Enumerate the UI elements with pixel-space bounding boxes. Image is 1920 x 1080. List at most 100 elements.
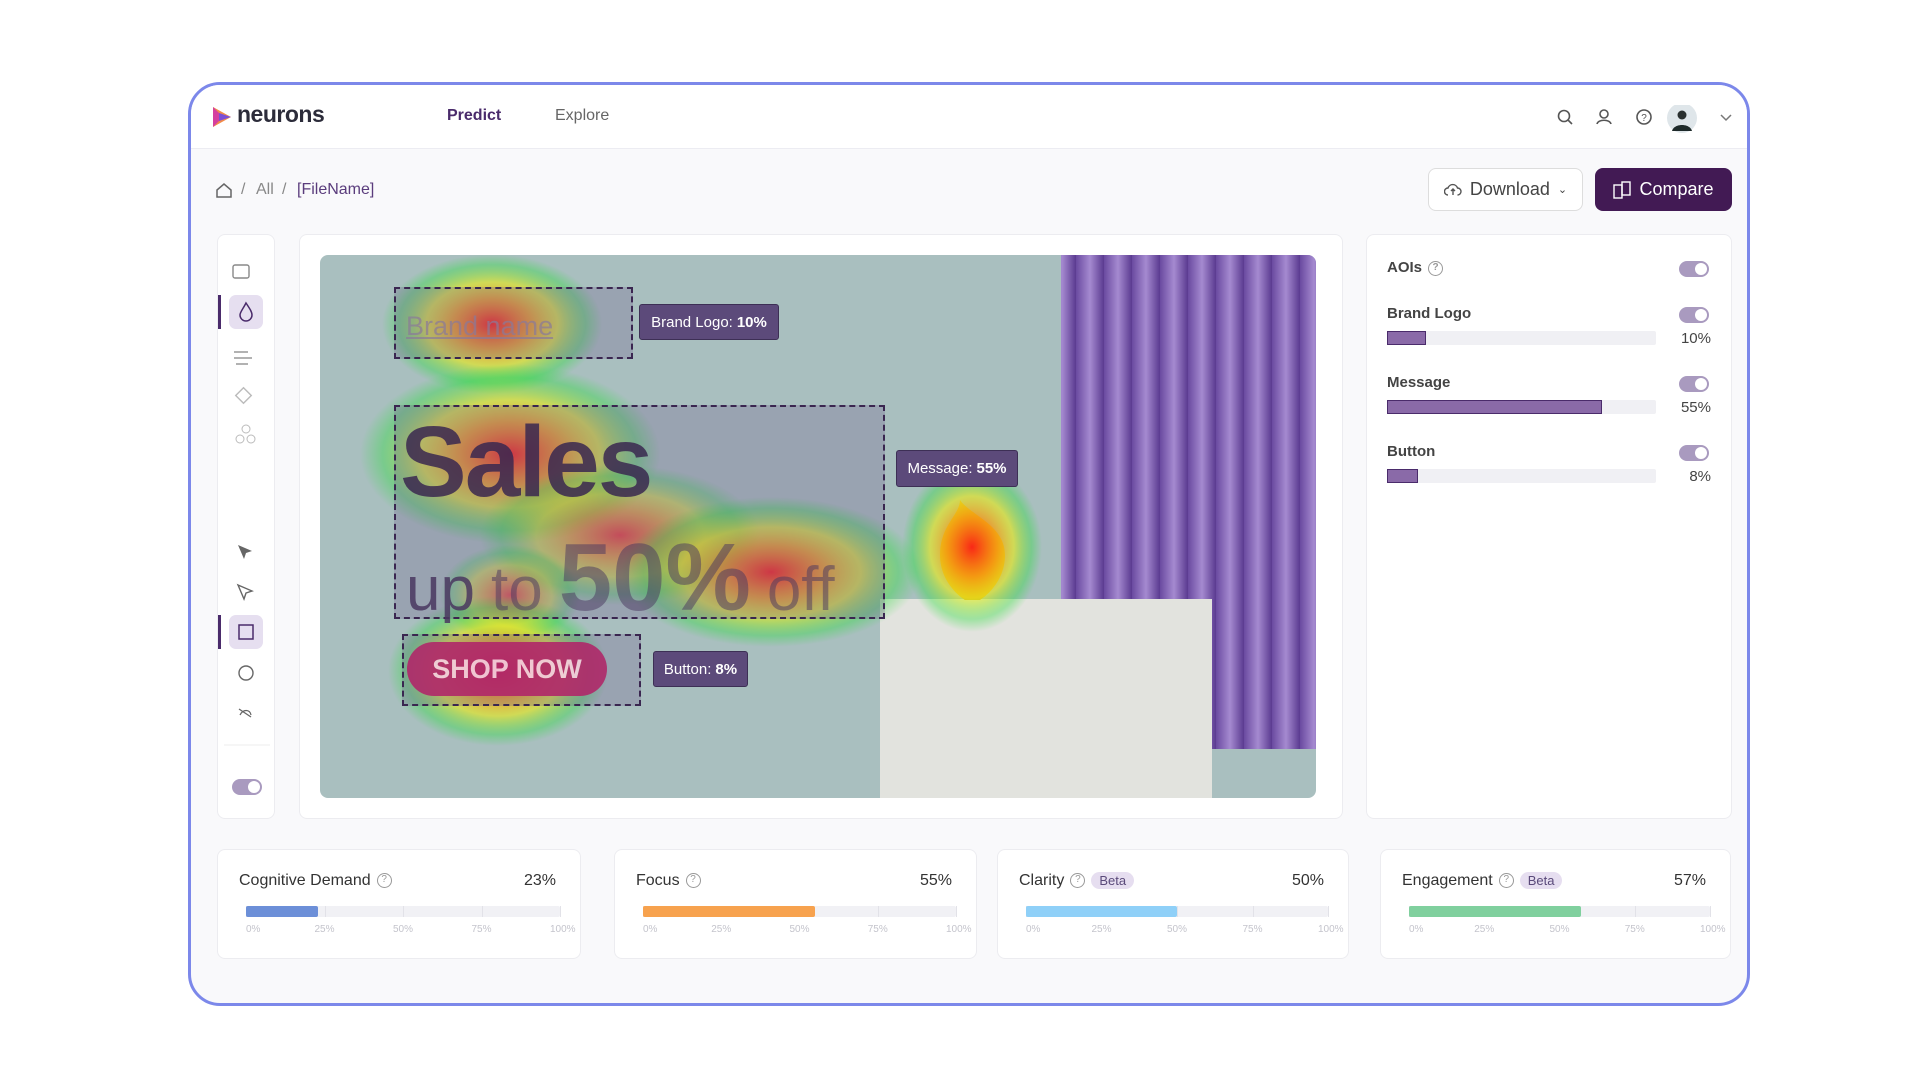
nav-explore[interactable]: Explore bbox=[555, 107, 610, 124]
tick-label: 75% bbox=[1624, 924, 1645, 935]
tick-line bbox=[1710, 906, 1711, 917]
metric-track bbox=[1409, 906, 1711, 917]
help-icon[interactable]: ? bbox=[1428, 260, 1444, 276]
app-frame: neurons Predict Explore ? / All / [FileN… bbox=[188, 82, 1750, 1006]
aoi-toggle[interactable] bbox=[1679, 445, 1709, 461]
aoi-name: Message bbox=[1387, 374, 1451, 391]
aoi-label: Brand Logo: 10% bbox=[639, 304, 779, 340]
aoi-bar bbox=[1387, 400, 1602, 414]
tick-label: 100% bbox=[946, 924, 972, 935]
tick-label: 25% bbox=[1091, 924, 1112, 935]
aoi-title-text: AOIs bbox=[1387, 259, 1423, 276]
tick-label: 0% bbox=[246, 924, 261, 935]
header-icons[interactable]: ? bbox=[1554, 105, 1704, 135]
aoi-name: Brand Logo bbox=[1387, 305, 1472, 322]
tick-label: 75% bbox=[867, 924, 888, 935]
aoi-label-text: Button: bbox=[663, 660, 712, 678]
tick-line bbox=[1634, 906, 1636, 917]
header: neurons Predict Explore ? bbox=[191, 85, 1747, 149]
tick-line bbox=[1328, 906, 1329, 917]
metric-track bbox=[246, 906, 561, 917]
aoi-label-value: 10% bbox=[736, 313, 767, 331]
metric-value: 57% bbox=[1673, 872, 1706, 889]
help-icon[interactable]: ? bbox=[685, 873, 701, 889]
headline: Sales bbox=[400, 406, 653, 518]
tick-label: 0% bbox=[1026, 924, 1041, 935]
metric-name: Cognitive Demand bbox=[239, 872, 371, 889]
tick-label: 75% bbox=[1242, 924, 1263, 935]
metric-name: Clarity bbox=[1019, 872, 1065, 889]
svg-text:?: ? bbox=[1641, 113, 1647, 124]
tick-label: 75% bbox=[471, 924, 492, 935]
caret: ⌄ bbox=[1557, 184, 1568, 196]
metric-bar bbox=[1026, 906, 1177, 917]
help-icon[interactable]: ? bbox=[1498, 873, 1514, 889]
brand-text: Brand name bbox=[406, 311, 554, 341]
crumb-sep: / bbox=[282, 181, 287, 198]
metric-bar bbox=[1409, 906, 1581, 917]
nav-predict[interactable]: Predict bbox=[447, 107, 502, 124]
metric-title: Cognitive Demand? bbox=[239, 872, 392, 890]
tick-label: 50% bbox=[1167, 924, 1188, 935]
aoi-track bbox=[1387, 400, 1656, 414]
cloud-icon bbox=[1443, 183, 1462, 196]
aoi-label: Button: 8% bbox=[653, 651, 748, 687]
sub-to: to bbox=[490, 555, 543, 624]
metric-title: Clarity? Beta bbox=[1019, 872, 1135, 890]
tick-line bbox=[956, 906, 957, 917]
aoi-value: 55% bbox=[1680, 399, 1711, 416]
tool-icons[interactable] bbox=[218, 235, 276, 820]
metric-value: 23% bbox=[523, 872, 556, 889]
aoi-label-text: Message: bbox=[907, 460, 973, 477]
aoi-message[interactable] bbox=[394, 405, 885, 619]
aoi-label-text: Brand Logo: bbox=[651, 313, 733, 331]
metric-value: 50% bbox=[1291, 872, 1324, 889]
compare-button[interactable]: Compare bbox=[1595, 168, 1732, 211]
metric-value: 55% bbox=[919, 872, 952, 889]
aoi-toggle[interactable] bbox=[1679, 261, 1709, 277]
download-label: Download bbox=[1469, 179, 1550, 199]
tick-label: 50% bbox=[789, 924, 810, 935]
help-icon[interactable]: ? bbox=[376, 873, 392, 889]
aoi-track bbox=[1387, 331, 1656, 345]
tick-line bbox=[560, 906, 561, 917]
beta-badge: Beta bbox=[1519, 872, 1563, 890]
tick-label: 0% bbox=[643, 924, 658, 935]
aoi-value: 8% bbox=[1689, 468, 1711, 485]
aoi-brand[interactable] bbox=[394, 287, 633, 359]
crumb-sep: / bbox=[241, 181, 246, 198]
aoi-toggle[interactable] bbox=[1679, 307, 1709, 323]
aoi-value: 10% bbox=[1680, 330, 1711, 347]
avatar-caret[interactable] bbox=[1719, 113, 1733, 123]
help-icon[interactable]: ? bbox=[1070, 873, 1086, 889]
sub-off: off bbox=[766, 555, 835, 624]
metric-card: Focus? 55% 0% 25% 50% 75% 100% bbox=[614, 849, 977, 959]
aoi-toggle[interactable] bbox=[1679, 376, 1709, 392]
aoi-track bbox=[1387, 469, 1656, 483]
home-icon[interactable] bbox=[215, 181, 233, 199]
metric-track bbox=[1026, 906, 1329, 917]
metric-card: Clarity? Beta 50% 0% 25% 50% 75% 100% bbox=[997, 849, 1349, 959]
metric-bar bbox=[643, 906, 816, 917]
crumb-all[interactable]: All bbox=[256, 181, 274, 198]
shop-button: SHOP NOW bbox=[407, 642, 607, 696]
crumb-file: [FileName] bbox=[297, 181, 375, 198]
creative-image: Brand name Sales up to 50% off SHOP NOW … bbox=[320, 255, 1316, 798]
metric-card: Engagement? Beta 57% 0% 25% 50% 75% 100% bbox=[1380, 849, 1731, 959]
metric-bar bbox=[246, 906, 319, 917]
tick-label: 100% bbox=[1318, 924, 1344, 935]
tick-line bbox=[877, 906, 879, 917]
metric-track bbox=[643, 906, 957, 917]
download-button[interactable]: Download ⌄ bbox=[1428, 168, 1583, 211]
tick-label: 0% bbox=[1409, 924, 1424, 935]
aoi-label: Message: 55% bbox=[896, 450, 1018, 487]
scene bbox=[360, 255, 1316, 798]
tick-line bbox=[481, 906, 483, 917]
aoi-label-value: 55% bbox=[976, 460, 1007, 477]
logo: neurons bbox=[237, 101, 325, 127]
beta-badge: Beta bbox=[1091, 872, 1135, 890]
aoi-bar bbox=[1387, 331, 1426, 345]
toolbar bbox=[217, 234, 275, 819]
tick-line bbox=[403, 906, 404, 917]
tick-line bbox=[1177, 906, 1178, 917]
